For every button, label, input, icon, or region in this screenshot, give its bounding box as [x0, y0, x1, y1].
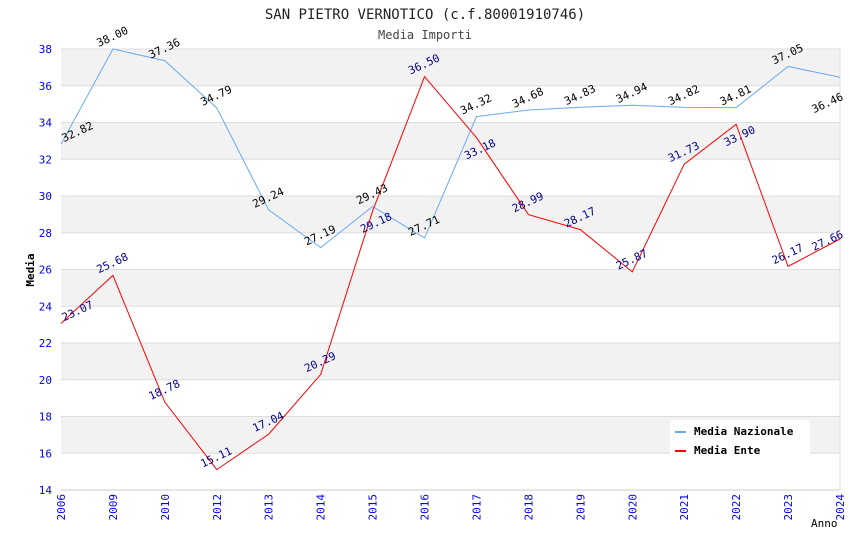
legend: Media Nazionale Media Ente: [670, 420, 810, 462]
x-tick-label: 2017: [470, 494, 483, 521]
x-tick-label: 2010: [159, 494, 172, 521]
y-tick-label: 18: [39, 411, 52, 424]
x-axis-label: Anno: [811, 517, 838, 530]
x-tick-label: 2009: [107, 494, 120, 521]
x-tick-label: 2013: [263, 494, 276, 521]
legend-label-ente: Media Ente: [694, 444, 761, 457]
legend-swatch-nazionale: [675, 431, 686, 433]
y-tick-label: 16: [39, 447, 52, 460]
data-label: 18.78: [147, 377, 183, 403]
x-tick-label: 2014: [315, 494, 328, 521]
x-tick-label: 2019: [574, 494, 587, 521]
data-label: 34.32: [458, 92, 494, 118]
y-tick-label: 36: [39, 80, 52, 93]
data-label: 26.17: [770, 241, 806, 267]
x-tick-label: 2022: [730, 494, 743, 521]
x-tick-label: 2006: [55, 494, 68, 521]
x-tick-label: 2020: [626, 494, 639, 521]
y-tick-label: 28: [39, 227, 52, 240]
x-tick-label: 2023: [782, 494, 795, 521]
data-label: 34.81: [718, 83, 754, 109]
data-label: 38.00: [95, 24, 131, 50]
y-axis-label: Media: [24, 253, 37, 286]
y-tick-label: 34: [39, 117, 53, 130]
y-tick-label: 20: [39, 374, 52, 387]
x-tick-label: 2018: [522, 494, 535, 521]
legend-swatch-ente: [675, 450, 686, 452]
chart-subtitle: Media Importi: [378, 28, 472, 42]
y-tick-label: 38: [39, 43, 52, 56]
grid-band: [61, 343, 840, 380]
x-tick-label: 2012: [211, 494, 224, 521]
data-label: 34.79: [199, 83, 235, 109]
y-tick-label: 22: [39, 337, 52, 350]
grid-band: [61, 270, 840, 307]
y-tick-label: 26: [39, 264, 52, 277]
grid-band: [61, 196, 840, 233]
legend-label-nazionale: Media Nazionale: [694, 425, 794, 438]
y-tick-label: 24: [39, 300, 53, 313]
x-tick-label: 2016: [419, 494, 432, 521]
y-tick-label: 14: [39, 484, 53, 497]
data-label: 34.68: [510, 85, 546, 111]
grid-band: [61, 49, 840, 86]
x-tick-label: 2021: [678, 494, 691, 521]
x-tick-label: 2015: [367, 494, 380, 521]
y-tick-label: 32: [39, 153, 52, 166]
data-label: 25.87: [614, 247, 650, 273]
chart-title: SAN PIETRO VERNOTICO (c.f.80001910746): [265, 7, 585, 23]
y-tick-label: 30: [39, 190, 52, 203]
